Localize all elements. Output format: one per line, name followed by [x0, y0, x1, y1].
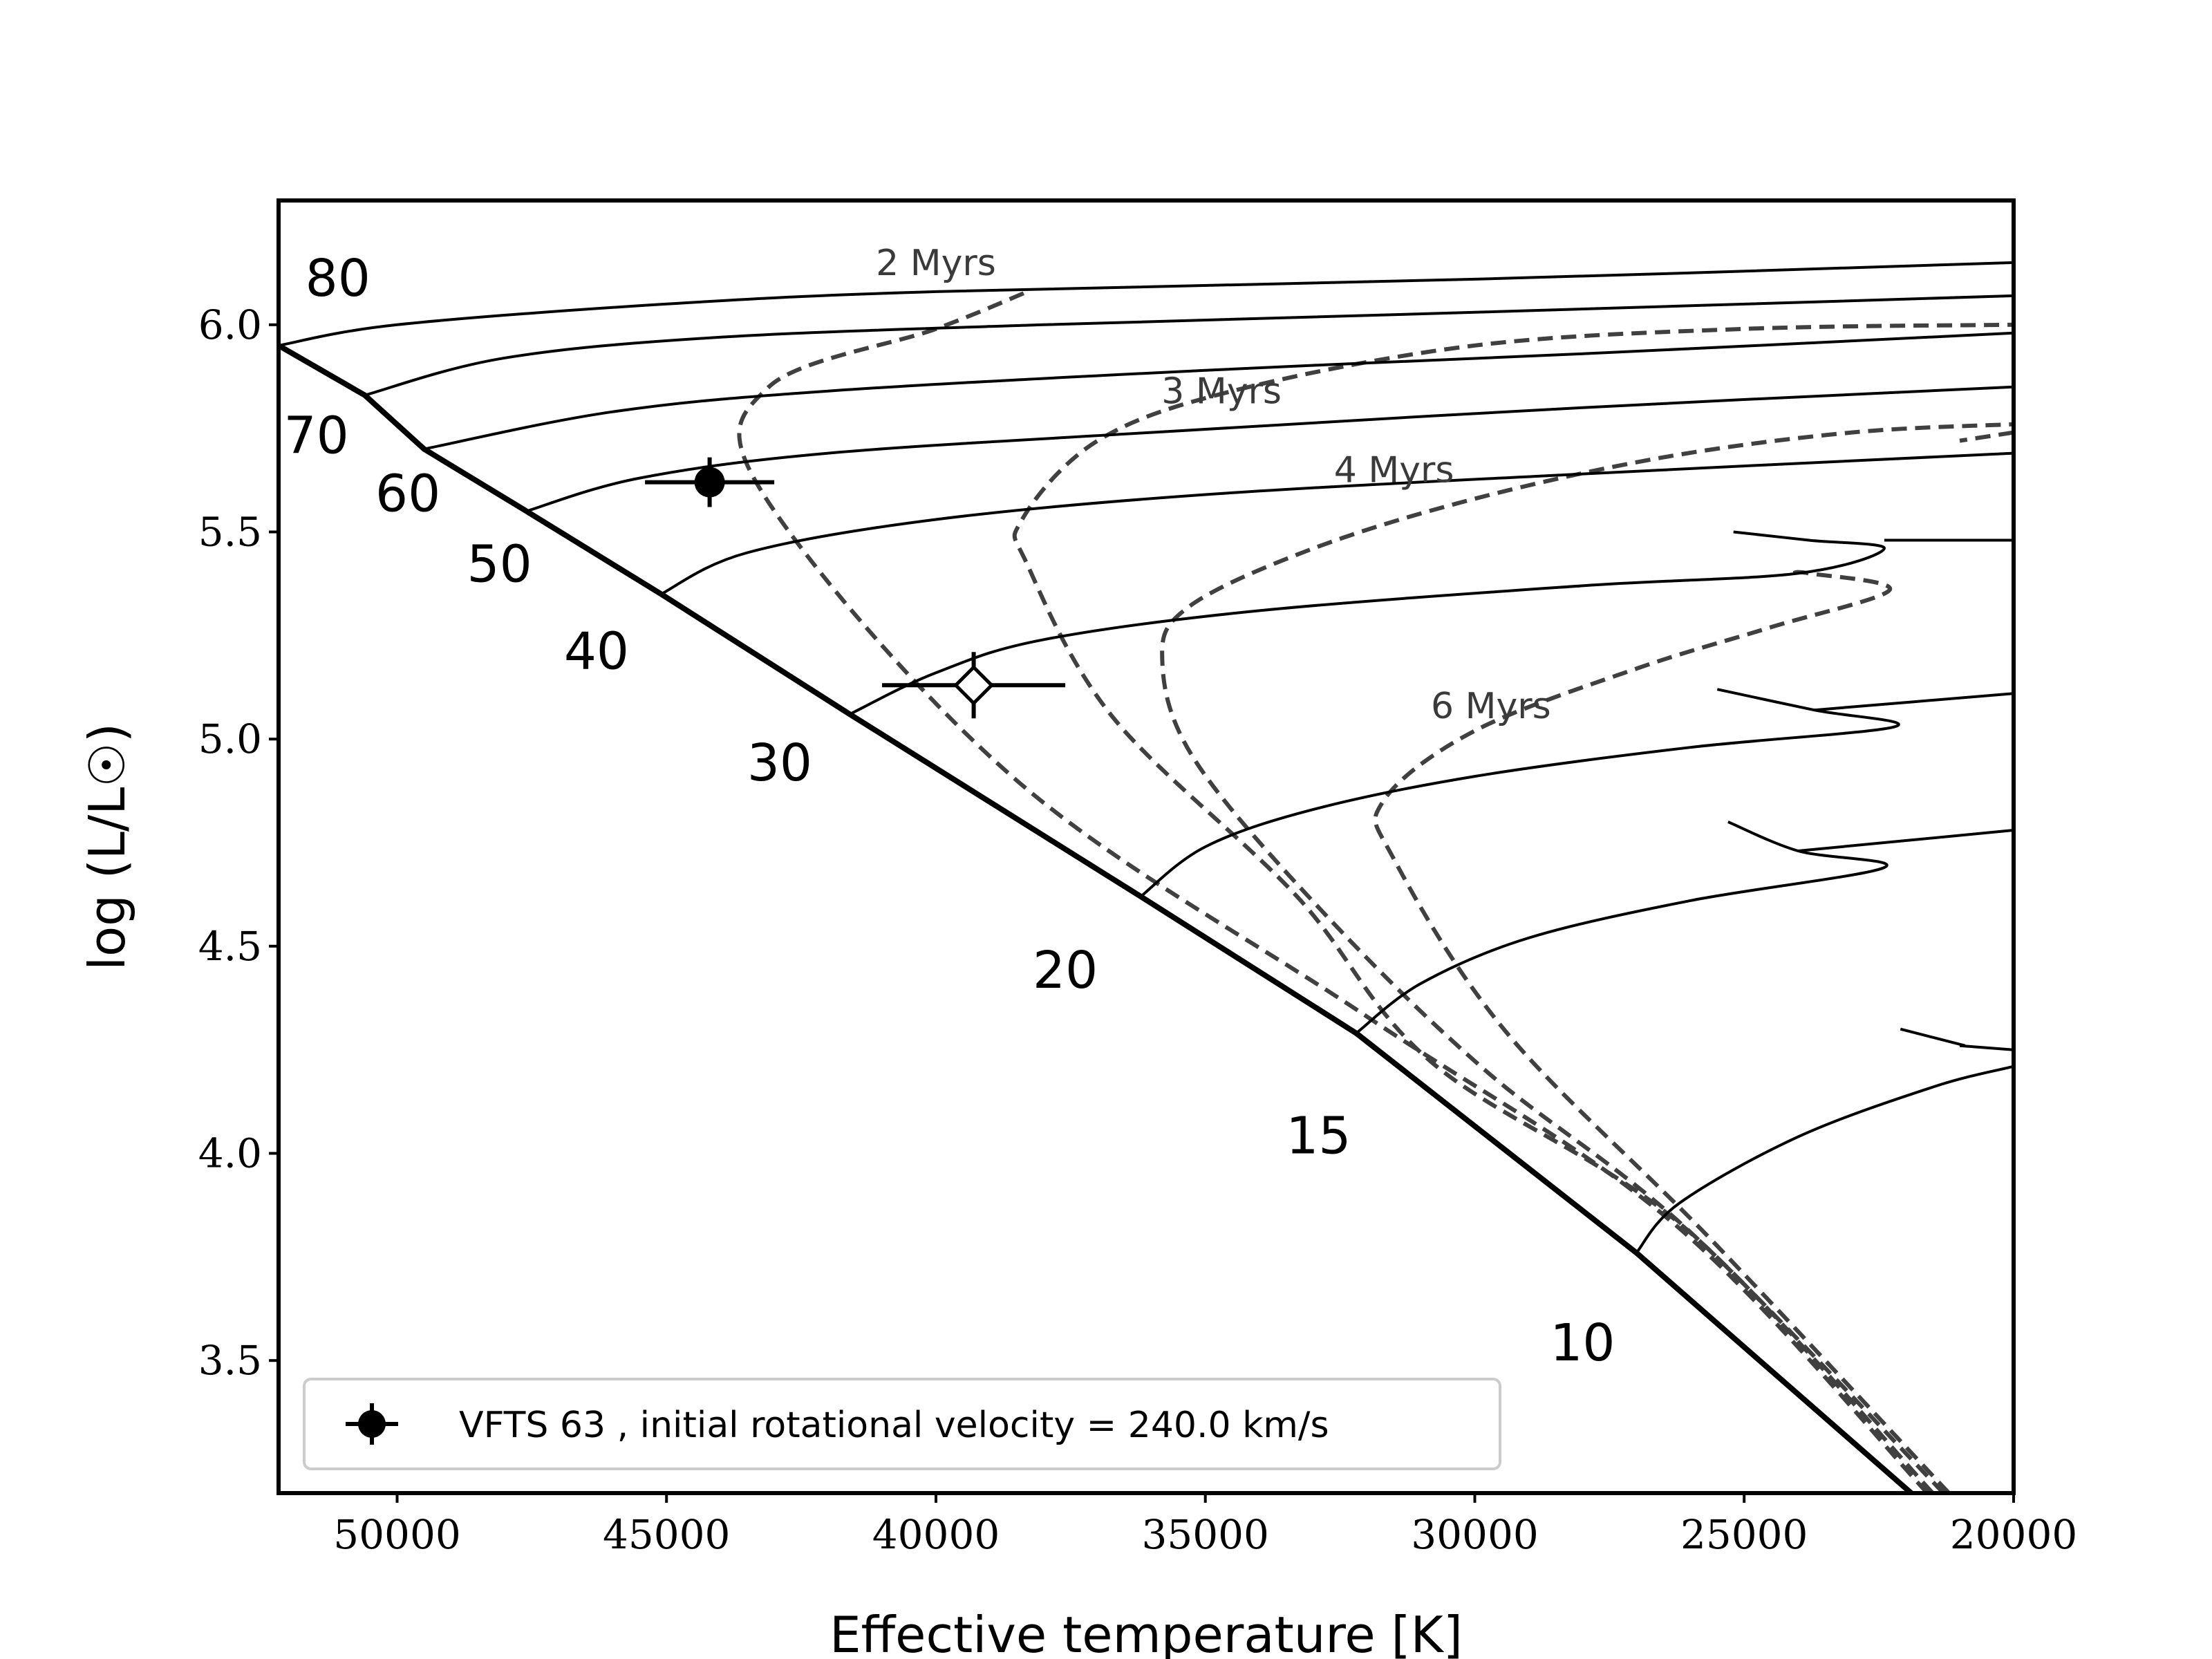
- mass-track-line-5: [849, 530, 1886, 716]
- x-tick-label-0: 50000: [333, 1511, 461, 1558]
- mass-track-line-7: [1139, 688, 1900, 898]
- mass-label-60: 60: [375, 465, 440, 524]
- x-tick-label-4: 30000: [1411, 1511, 1539, 1558]
- y-tick-label-1: 4.0: [198, 1130, 262, 1177]
- point-0-marker: [694, 467, 725, 498]
- isochrone-line-0: [737, 290, 1929, 1493]
- mass-track-line-3: [526, 385, 2014, 513]
- y-tick-label-0: 3.5: [198, 1337, 262, 1384]
- x-axis-title: Effective temperature [K]: [830, 1606, 1463, 1659]
- legend-entry-label: VFTS 63 , initial rotational velocity = …: [459, 1405, 1329, 1446]
- isochrone-line-2: [1160, 422, 2014, 1493]
- mass-labels: 80 70 60 50 40 30 20 15 10: [284, 249, 1615, 1373]
- mass-label-70: 70: [284, 406, 349, 466]
- x-tick-label-5: 25000: [1680, 1511, 1808, 1558]
- mass-track-line-4: [660, 451, 2014, 596]
- x-tick-label-3: 35000: [1141, 1511, 1269, 1558]
- y-tick-label-4: 5.5: [198, 509, 262, 556]
- mass-track-line-2: [424, 331, 2014, 451]
- mass-label-15: 15: [1286, 1107, 1351, 1166]
- isochrone-line-4: [1373, 570, 1951, 1493]
- y-tick-label-2: 4.5: [198, 923, 262, 970]
- mass-label-20: 20: [1033, 941, 1098, 1000]
- mass-track-line-8: [1814, 692, 2014, 712]
- y-tick-label-5: 6.0: [198, 301, 262, 348]
- isochrone-label-0: 2 Myrs: [876, 243, 996, 284]
- isochrone-label-4: 6 Myrs: [1431, 686, 1551, 727]
- mass-track-line-0: [279, 261, 2014, 347]
- isochrone-labels: 2 Myrs 3 Myrs 4 Myrs 6 Myrs: [876, 243, 1551, 727]
- mass-label-50: 50: [467, 534, 532, 594]
- mass-track-line-11: [1635, 1065, 2014, 1254]
- mass-track-line-9: [1355, 821, 1888, 1035]
- legend-marker: [358, 1410, 386, 1438]
- isochrone-label-2: 4 Myrs: [1334, 450, 1454, 491]
- mass-label-30: 30: [747, 733, 812, 793]
- mass-track-line-1: [364, 294, 2014, 397]
- isochrone-line-3: [1959, 430, 2014, 443]
- plot-content: [279, 261, 2014, 1493]
- y-tick-label-3: 5.0: [198, 715, 262, 762]
- plot-frame: [276, 198, 2016, 1495]
- mass-track-line-10: [1798, 829, 2014, 852]
- mass-label-40: 40: [564, 621, 629, 681]
- mass-label-80: 80: [306, 249, 371, 308]
- mass-label-10: 10: [1550, 1313, 1615, 1373]
- x-tick-label-6: 20000: [1950, 1511, 2078, 1558]
- zams-line: [279, 343, 1913, 1493]
- axis-ticks: 50000 45000 40000 35000 30000 25000 20000 3.5 4.…: [198, 301, 2078, 1558]
- legend-box: [303, 1378, 1501, 1470]
- y-axis-title: log (L/L☉): [78, 723, 136, 971]
- isochrone-label-1: 3 Myrs: [1161, 371, 1282, 413]
- legend: VFTS 63 , initial rotational velocity = …: [303, 1378, 1501, 1470]
- x-tick-label-2: 40000: [872, 1511, 1000, 1558]
- mass-track-line-13: [1900, 1027, 1966, 1047]
- x-tick-label-1: 45000: [603, 1511, 731, 1558]
- point-1-marker: [953, 664, 995, 706]
